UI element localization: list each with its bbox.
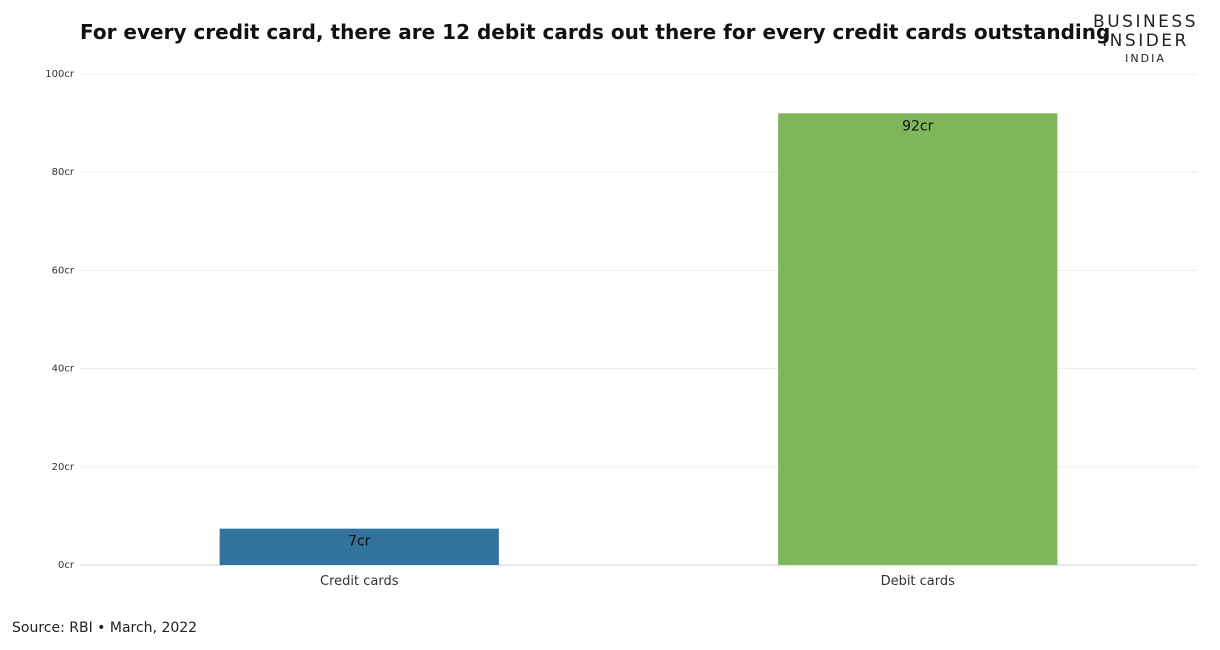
business-insider-india-logo: BUSINESS INSIDER INDIA [1093,12,1198,65]
data-label: 7cr [348,534,371,550]
source-note: Source: RBI • March, 2022 [12,620,198,636]
logo-line-insider: INSIDER [1102,31,1189,51]
x-tick-label: Debit cards [881,574,956,589]
y-tick-label: 100cr [45,69,75,80]
y-tick-label: 80cr [52,167,75,178]
logo-line-business: BUSINESS [1093,12,1198,32]
data-label: 92cr [902,118,934,134]
chart-title: For every credit card, there are 12 debi… [80,20,1111,44]
y-tick-label: 0cr [58,560,75,571]
y-tick-label: 40cr [52,364,75,375]
bar-debit-cards [778,113,1058,565]
y-tick-label: 60cr [52,265,75,276]
logo-line-india: INDIA [1125,52,1166,65]
bar-credit-cards [219,528,499,565]
x-tick-label: Credit cards [320,574,399,589]
y-tick-label: 20cr [52,462,75,473]
